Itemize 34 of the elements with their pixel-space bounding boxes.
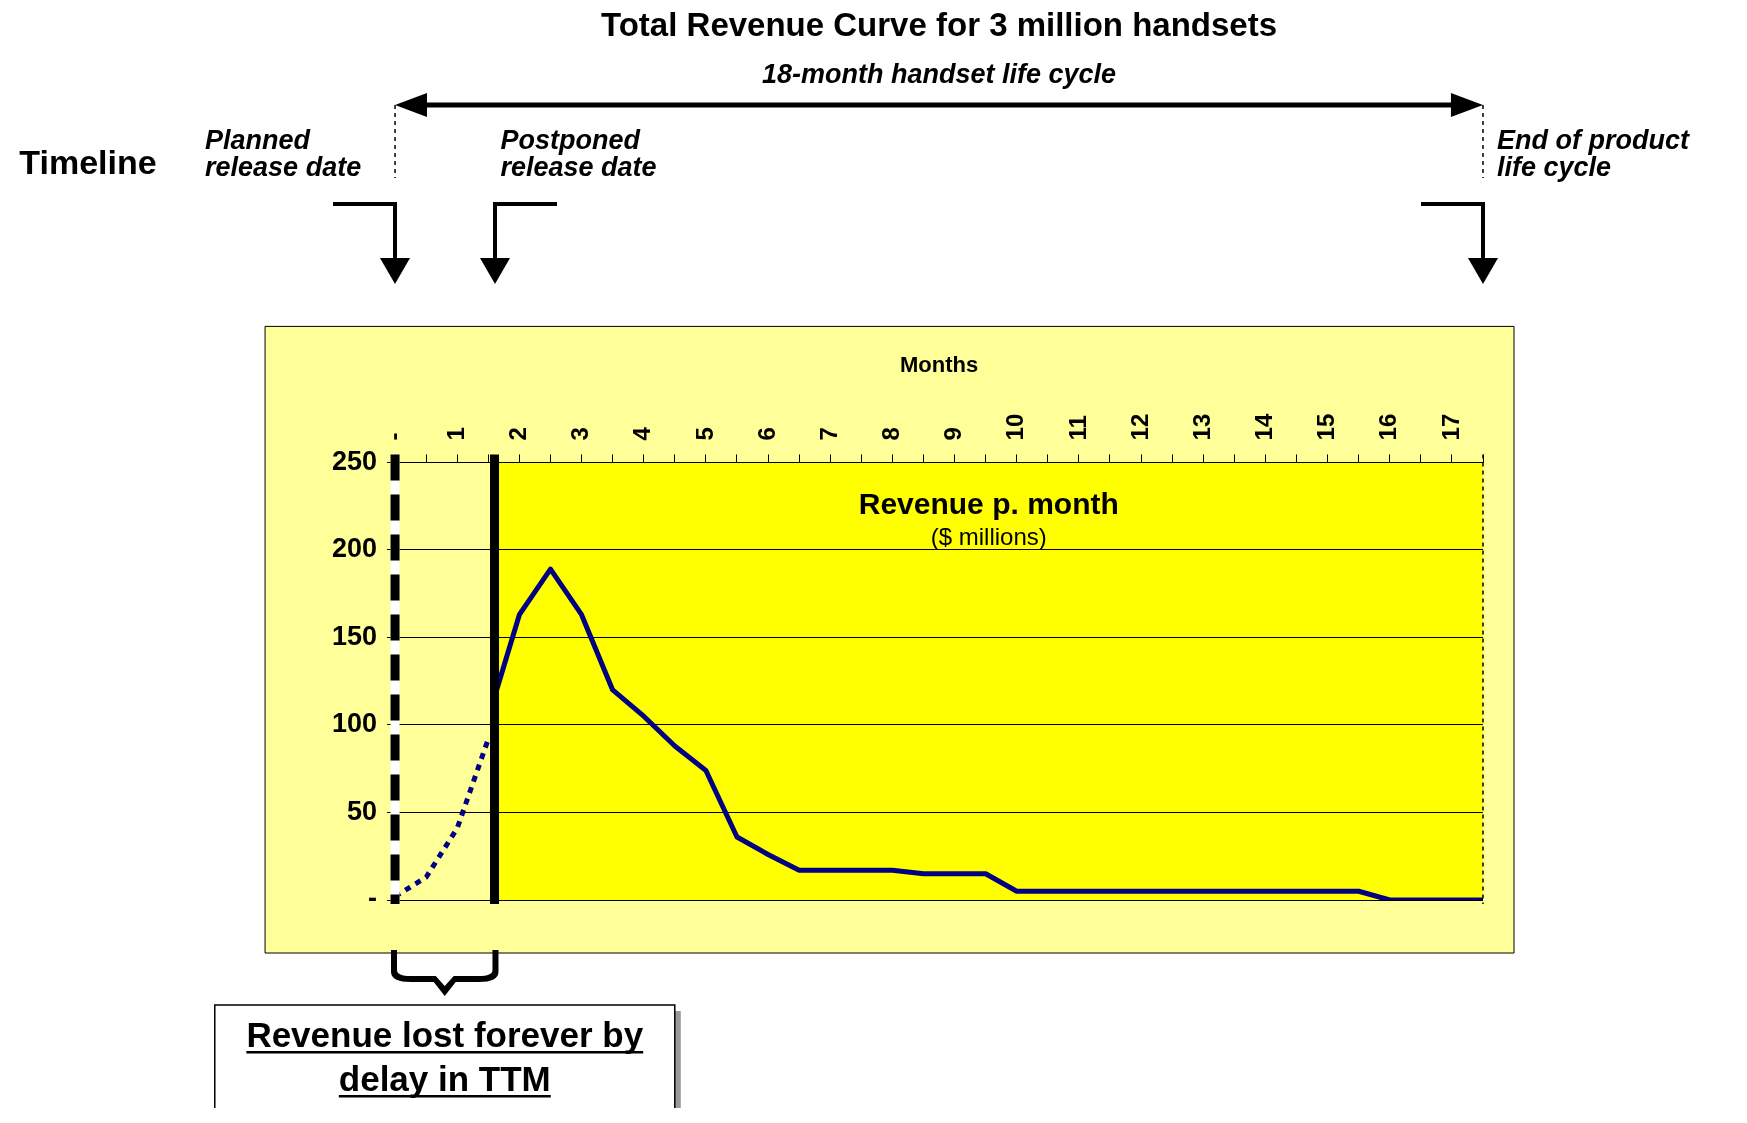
annotation: Revenue p. month [858,487,1119,521]
y-tick-label: 200 [331,533,378,564]
y-tick-label: 100 [331,708,378,739]
x-tick-label: 8 [877,427,905,441]
x-tick-label: 15 [1312,413,1340,441]
text: Revenue lost forever by delay in TTM [246,1015,644,1098]
x-tick-label: 4 [628,426,656,441]
text: 18-month handset life cycle [761,59,1117,89]
y-tick-label: 250 [331,445,378,476]
x-tick-label: 1 [441,427,469,441]
text: Planned release date [205,125,362,182]
x-tick-label: 6 [752,427,780,441]
y-tick-label: - [368,883,378,914]
text: Timeline [19,143,157,181]
x-tick-label: 17 [1436,413,1464,441]
x-tick-label: 12 [1125,413,1153,441]
x-tick-label: 13 [1187,413,1215,441]
y-tick-label: 150 [331,620,378,651]
chart-title: Total Revenue Curve for 3 million handsets [601,6,1278,43]
x-tick-label: 2 [504,427,532,441]
x-tick-label: 10 [1001,413,1029,441]
x-tick-label: 16 [1374,413,1402,441]
x-tick-label: 9 [939,427,967,441]
text: End of product life cycle [1497,125,1690,182]
x-tick-label: 5 [690,427,718,441]
x-tick-label: 3 [566,427,594,441]
annotation: ($ millions) [930,523,1047,551]
x-tick-label: 11 [1063,415,1091,441]
text: Postponed release date [500,125,657,182]
y-tick-label: 50 [347,795,378,826]
x-axis-title: Months [899,352,979,378]
x-tick-label: - [379,432,407,441]
x-tick-label: 7 [814,427,842,441]
x-tick-label: 14 [1250,413,1278,441]
